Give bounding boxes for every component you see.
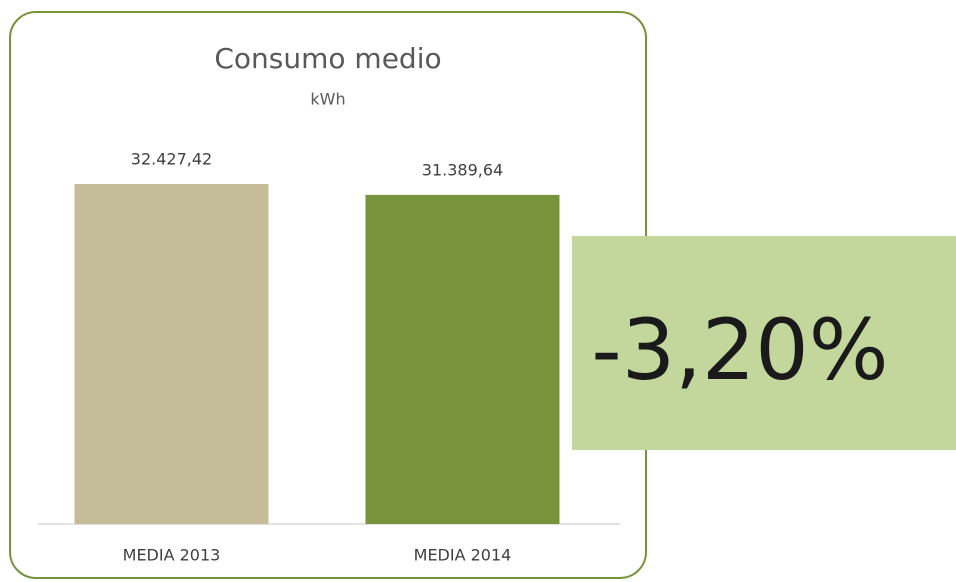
data-label: 32.427,42 xyxy=(131,150,212,169)
annotation: -3,20% xyxy=(591,301,888,399)
data-label: 31.389,64 xyxy=(422,160,503,179)
x-tick-label: MEDIA 2014 xyxy=(414,546,512,565)
chart-subtitle: kWh xyxy=(310,90,345,109)
annotation-box xyxy=(572,236,956,450)
x-tick-label: MEDIA 2013 xyxy=(123,546,221,565)
chart-title: Consumo medio xyxy=(214,42,441,75)
bar xyxy=(74,184,269,524)
bar xyxy=(365,194,560,524)
